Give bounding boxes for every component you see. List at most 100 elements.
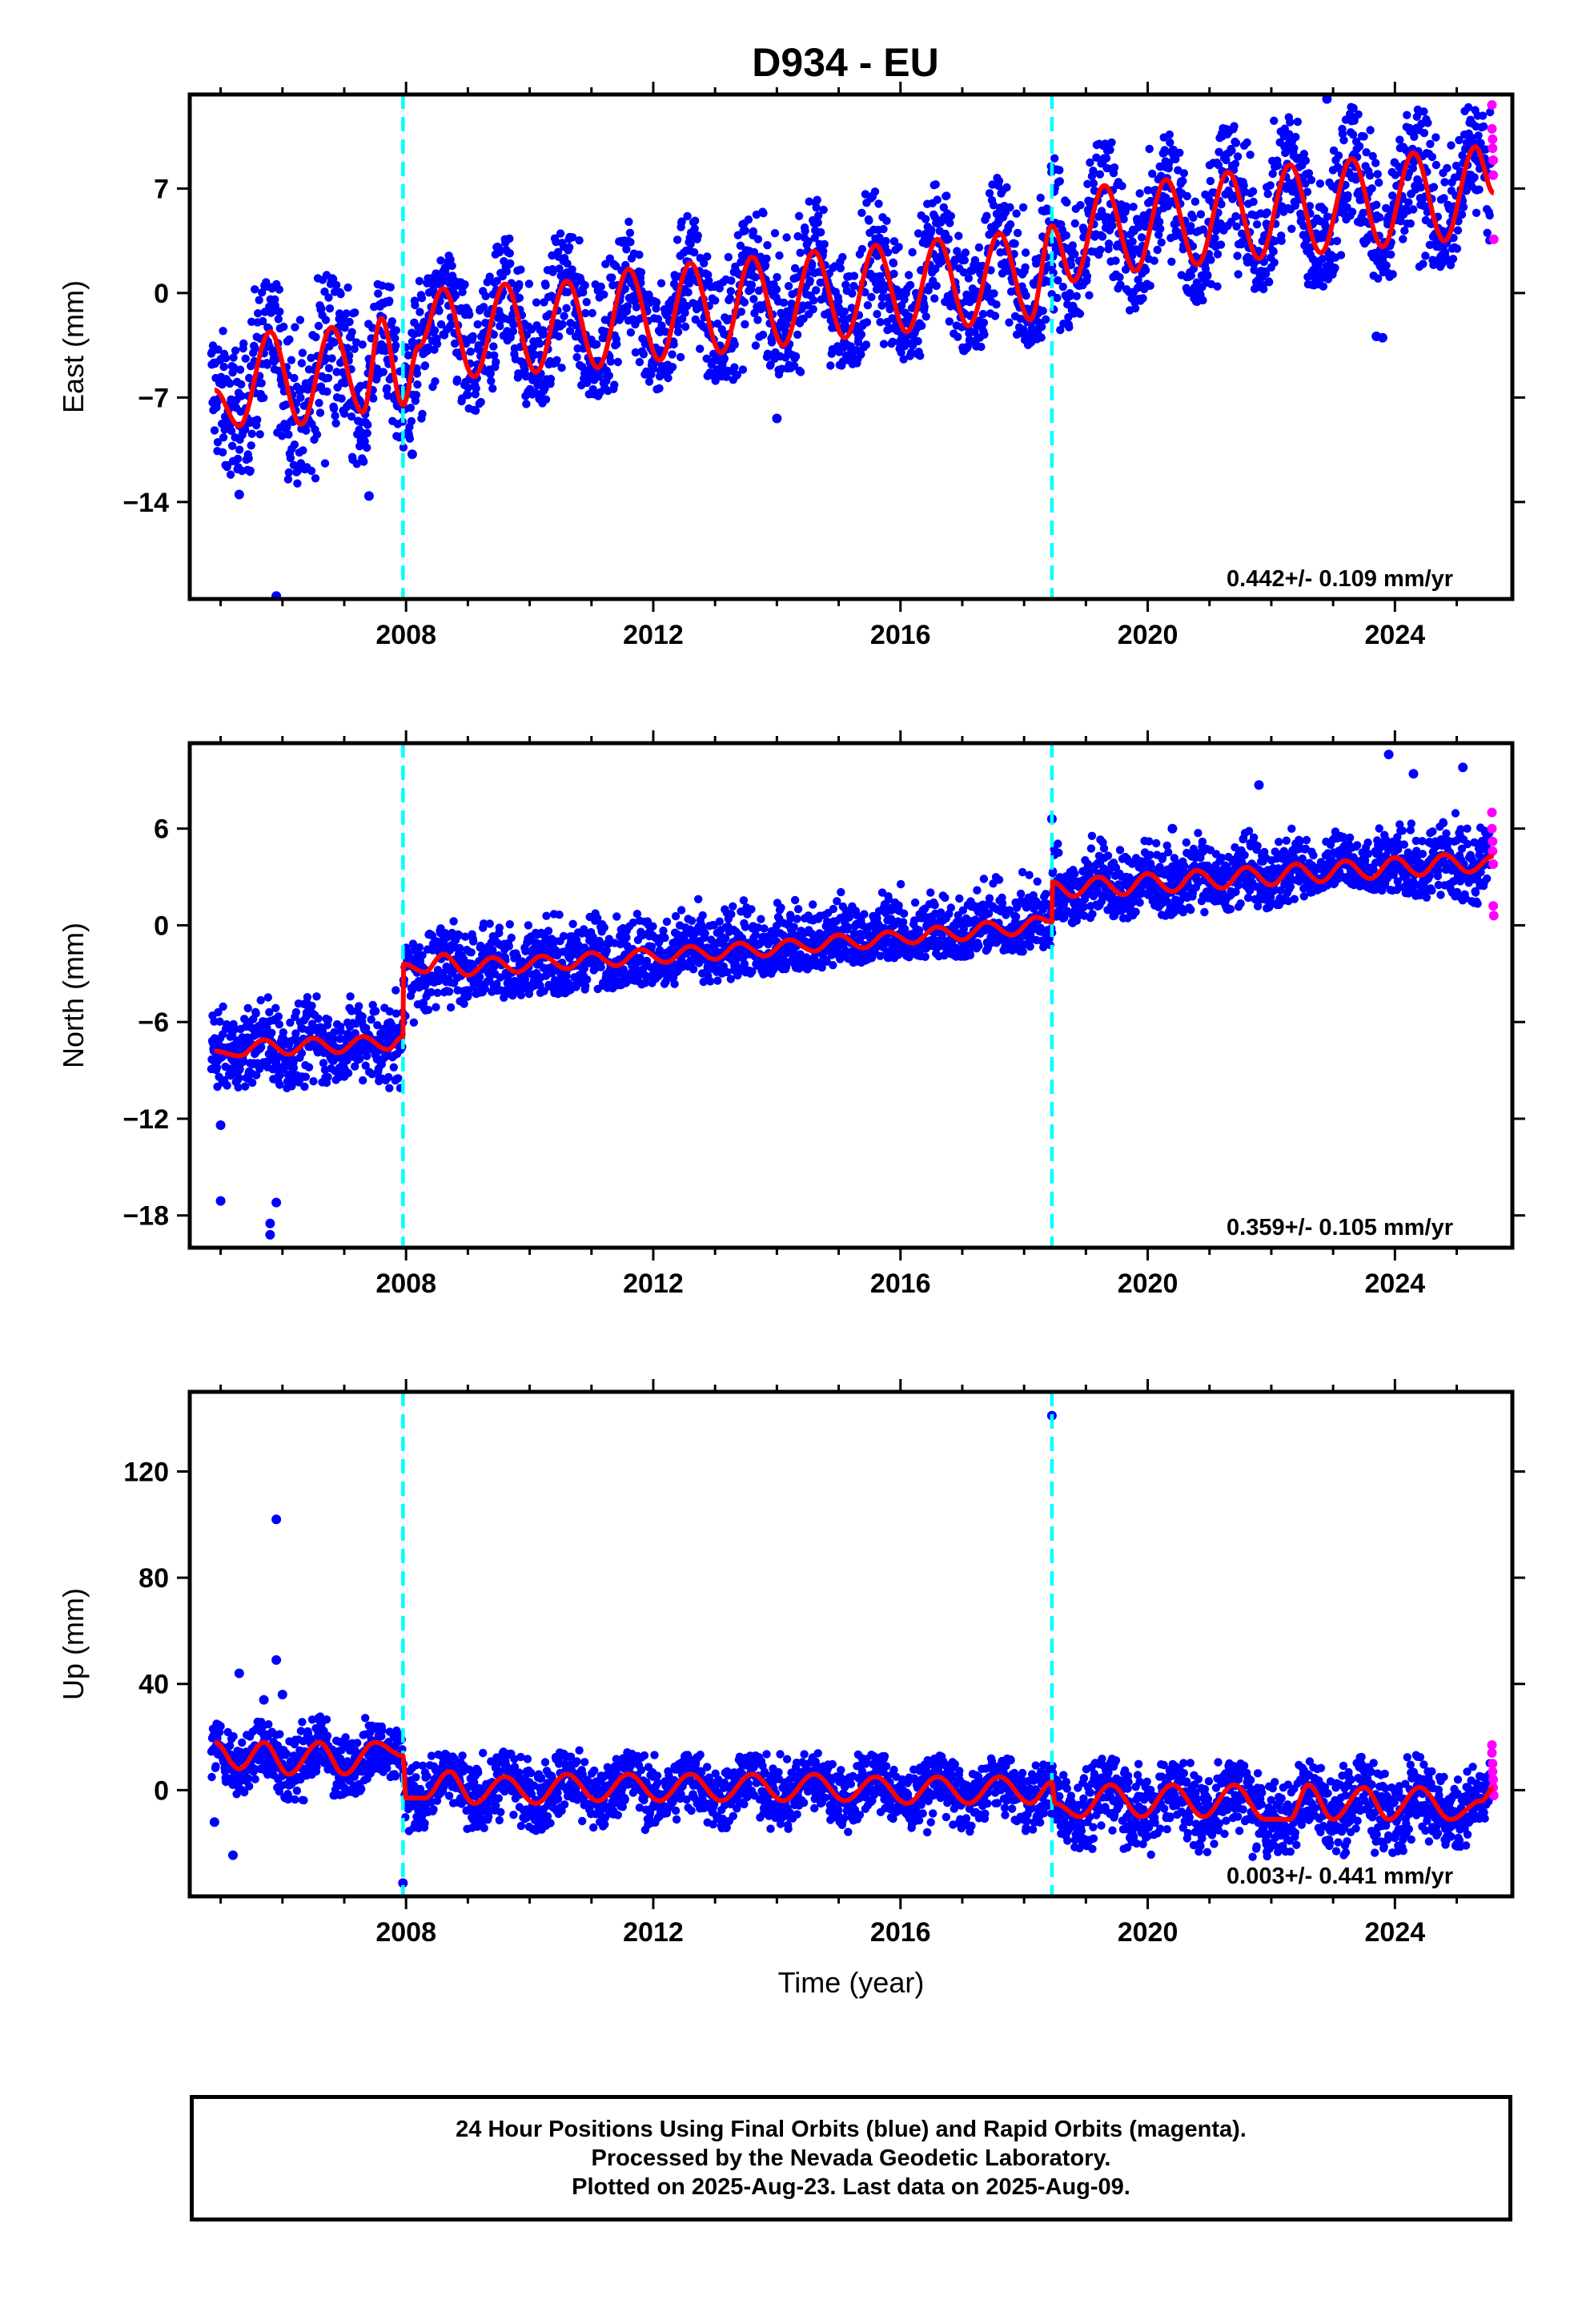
east-final-point: [849, 271, 859, 280]
north-final-point: [580, 943, 589, 952]
east-final-point: [430, 326, 440, 335]
east-final-point: [558, 320, 567, 329]
east-final-point: [863, 301, 873, 310]
east-final-point: [297, 359, 307, 368]
east-final-point: [1043, 207, 1052, 215]
north-final-point: [661, 933, 669, 943]
east-final-point: [302, 426, 311, 435]
east-final-point: [772, 285, 781, 294]
east-final-point: [557, 364, 566, 372]
east-final-point: [1107, 138, 1116, 147]
east-final-point: [1171, 155, 1180, 163]
east-final-point: [227, 426, 236, 436]
east-final-point: [964, 274, 974, 283]
east-final-point: [883, 248, 893, 257]
east-final-point: [812, 286, 821, 295]
east-final-point: [546, 375, 556, 384]
east-final-point: [1122, 203, 1131, 212]
east-final-point: [992, 300, 1001, 309]
north-final-point: [323, 1072, 332, 1082]
east-final-point: [343, 344, 352, 352]
east-final-point: [861, 340, 871, 349]
east-final-point: [1022, 292, 1030, 300]
north-final-point: [291, 1007, 301, 1017]
east-final-point: [247, 317, 256, 326]
east-final-point: [363, 428, 371, 438]
east-final-point: [1274, 161, 1283, 170]
east-final-point: [324, 293, 333, 302]
north-final-point: [222, 1019, 231, 1029]
north-final-point: [384, 1072, 393, 1082]
north-final-point: [748, 967, 757, 976]
east-final-point: [814, 211, 823, 220]
east-final-point: [696, 344, 705, 353]
east-final-point: [1447, 141, 1456, 150]
east-final-point: [1416, 183, 1426, 192]
north-final-point: [648, 922, 657, 931]
east-final-point: [287, 356, 296, 364]
east-final-point: [1243, 138, 1251, 147]
north-final-point: [689, 965, 698, 974]
east-final-point: [753, 235, 763, 243]
east-final-point: [282, 400, 291, 409]
east-final-point: [990, 312, 1000, 320]
east-final-point: [351, 308, 359, 317]
east-final-point: [888, 337, 897, 346]
east-final-point: [237, 380, 246, 389]
north-final-point: [300, 1082, 309, 1092]
east-final-point: [608, 273, 616, 282]
east-final-point: [1301, 179, 1310, 188]
east-final-point: [1070, 219, 1080, 228]
east-final-point: [1062, 231, 1071, 240]
east-final-point: [741, 226, 750, 235]
east-final-point: [982, 211, 991, 220]
east-final-point: [644, 377, 654, 386]
east-final-point: [1137, 233, 1146, 242]
east-final-point: [636, 267, 646, 277]
east-final-point: [1167, 257, 1176, 266]
east-final-point: [552, 238, 560, 247]
east-final-point: [1234, 270, 1243, 279]
east-final-point: [435, 307, 444, 316]
east-final-point: [690, 248, 699, 257]
east-final-point: [1372, 200, 1381, 209]
east-final-point: [750, 308, 759, 318]
east-final-point: [740, 298, 749, 307]
north-final-point: [602, 946, 611, 955]
east-final-point: [1018, 203, 1028, 212]
east-final-point: [541, 281, 550, 290]
east-final-point: [826, 361, 835, 370]
east-final-point: [1399, 235, 1407, 243]
east-final-point: [245, 373, 254, 383]
north-final-point: [548, 969, 556, 978]
east-final-point: [1455, 135, 1464, 145]
east-final-point: [298, 348, 307, 357]
north-final-point: [301, 1072, 311, 1081]
east-final-point: [1145, 144, 1154, 154]
east-final-point: [218, 448, 227, 456]
east-final-point: [796, 248, 805, 257]
east-final-point: [946, 219, 954, 227]
east-final-point: [350, 344, 359, 353]
east-final-point: [1351, 175, 1360, 184]
east-final-point: [420, 361, 430, 370]
north-final-point: [355, 1055, 364, 1063]
north-final-point: [223, 1081, 231, 1090]
east-final-point: [684, 287, 693, 297]
east-final-point: [749, 227, 758, 236]
east-final-point: [407, 416, 416, 426]
east-final-point: [779, 298, 789, 308]
north-final-point: [540, 987, 548, 995]
north-final-point: [505, 920, 514, 929]
north-final-point: [542, 911, 551, 920]
north-final-point: [214, 1007, 223, 1017]
east-final-point: [1338, 130, 1347, 139]
east-final-point: [391, 341, 400, 350]
north-final-point: [343, 1068, 353, 1078]
north-final-point: [303, 993, 312, 1002]
east-final-point: [522, 400, 531, 408]
east-final-point: [600, 290, 608, 299]
east-final-point: [1021, 248, 1030, 257]
east-final-point: [840, 307, 849, 316]
